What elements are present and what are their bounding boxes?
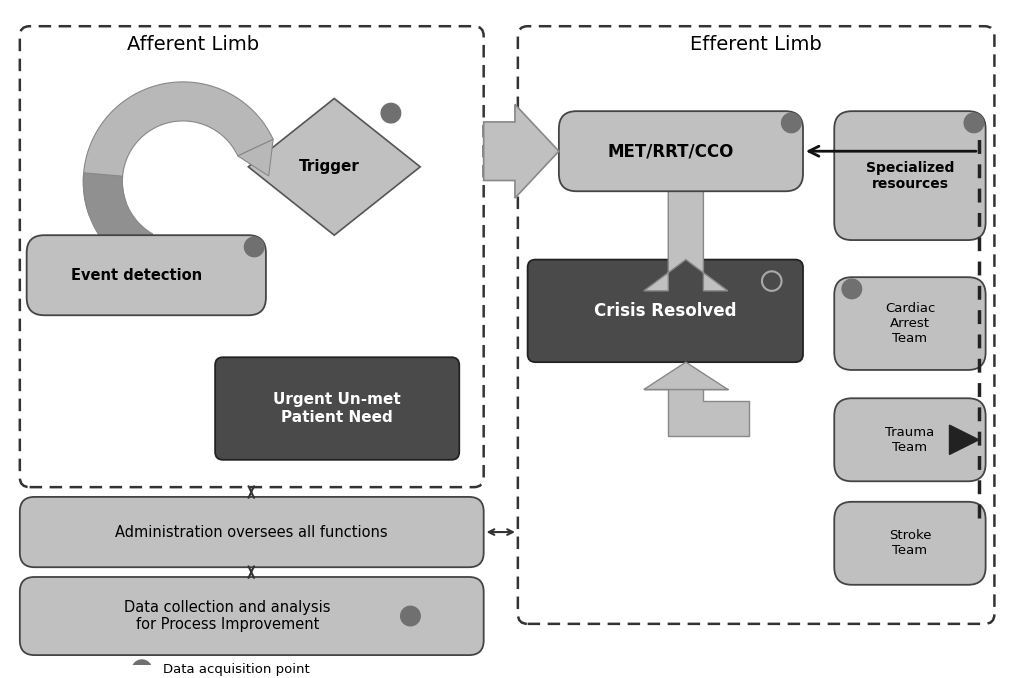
Text: Urgent Un-met
Patient Need: Urgent Un-met Patient Need bbox=[273, 393, 401, 424]
FancyBboxPatch shape bbox=[835, 398, 986, 481]
Text: Cardiac
Arrest
Team: Cardiac Arrest Team bbox=[885, 302, 935, 345]
Polygon shape bbox=[949, 425, 979, 454]
Polygon shape bbox=[644, 389, 750, 437]
Text: Afferent Limb: Afferent Limb bbox=[127, 35, 259, 54]
FancyBboxPatch shape bbox=[19, 577, 483, 655]
Polygon shape bbox=[249, 98, 420, 235]
Circle shape bbox=[132, 660, 152, 678]
FancyBboxPatch shape bbox=[19, 497, 483, 567]
Polygon shape bbox=[644, 362, 728, 389]
Circle shape bbox=[965, 113, 984, 133]
FancyBboxPatch shape bbox=[215, 357, 460, 460]
Circle shape bbox=[381, 103, 400, 123]
Text: Crisis Resolved: Crisis Resolved bbox=[594, 302, 736, 320]
FancyBboxPatch shape bbox=[27, 235, 266, 315]
Text: Data collection and analysis
for Process Improvement: Data collection and analysis for Process… bbox=[124, 600, 331, 633]
Polygon shape bbox=[83, 82, 273, 216]
Circle shape bbox=[842, 279, 861, 299]
Text: Administration oversees all functions: Administration oversees all functions bbox=[116, 525, 388, 540]
Text: Data acquisition point: Data acquisition point bbox=[164, 663, 310, 676]
Circle shape bbox=[781, 113, 801, 133]
FancyBboxPatch shape bbox=[559, 111, 803, 191]
Text: Specialized
resources: Specialized resources bbox=[865, 161, 954, 191]
FancyBboxPatch shape bbox=[835, 111, 986, 240]
FancyBboxPatch shape bbox=[835, 277, 986, 370]
Polygon shape bbox=[483, 104, 559, 198]
Polygon shape bbox=[238, 140, 273, 176]
Text: MET/RRT/CCO: MET/RRT/CCO bbox=[608, 142, 734, 160]
Text: Event detection: Event detection bbox=[71, 268, 202, 283]
Polygon shape bbox=[83, 173, 153, 268]
Polygon shape bbox=[644, 191, 728, 291]
Text: Stroke
Team: Stroke Team bbox=[889, 530, 931, 557]
FancyBboxPatch shape bbox=[527, 260, 803, 362]
Text: Trigger: Trigger bbox=[299, 159, 359, 174]
Text: Trauma
Team: Trauma Team bbox=[886, 426, 935, 454]
FancyBboxPatch shape bbox=[835, 502, 986, 585]
Circle shape bbox=[245, 237, 264, 257]
Circle shape bbox=[400, 606, 420, 626]
Text: Efferent Limb: Efferent Limb bbox=[690, 35, 822, 54]
